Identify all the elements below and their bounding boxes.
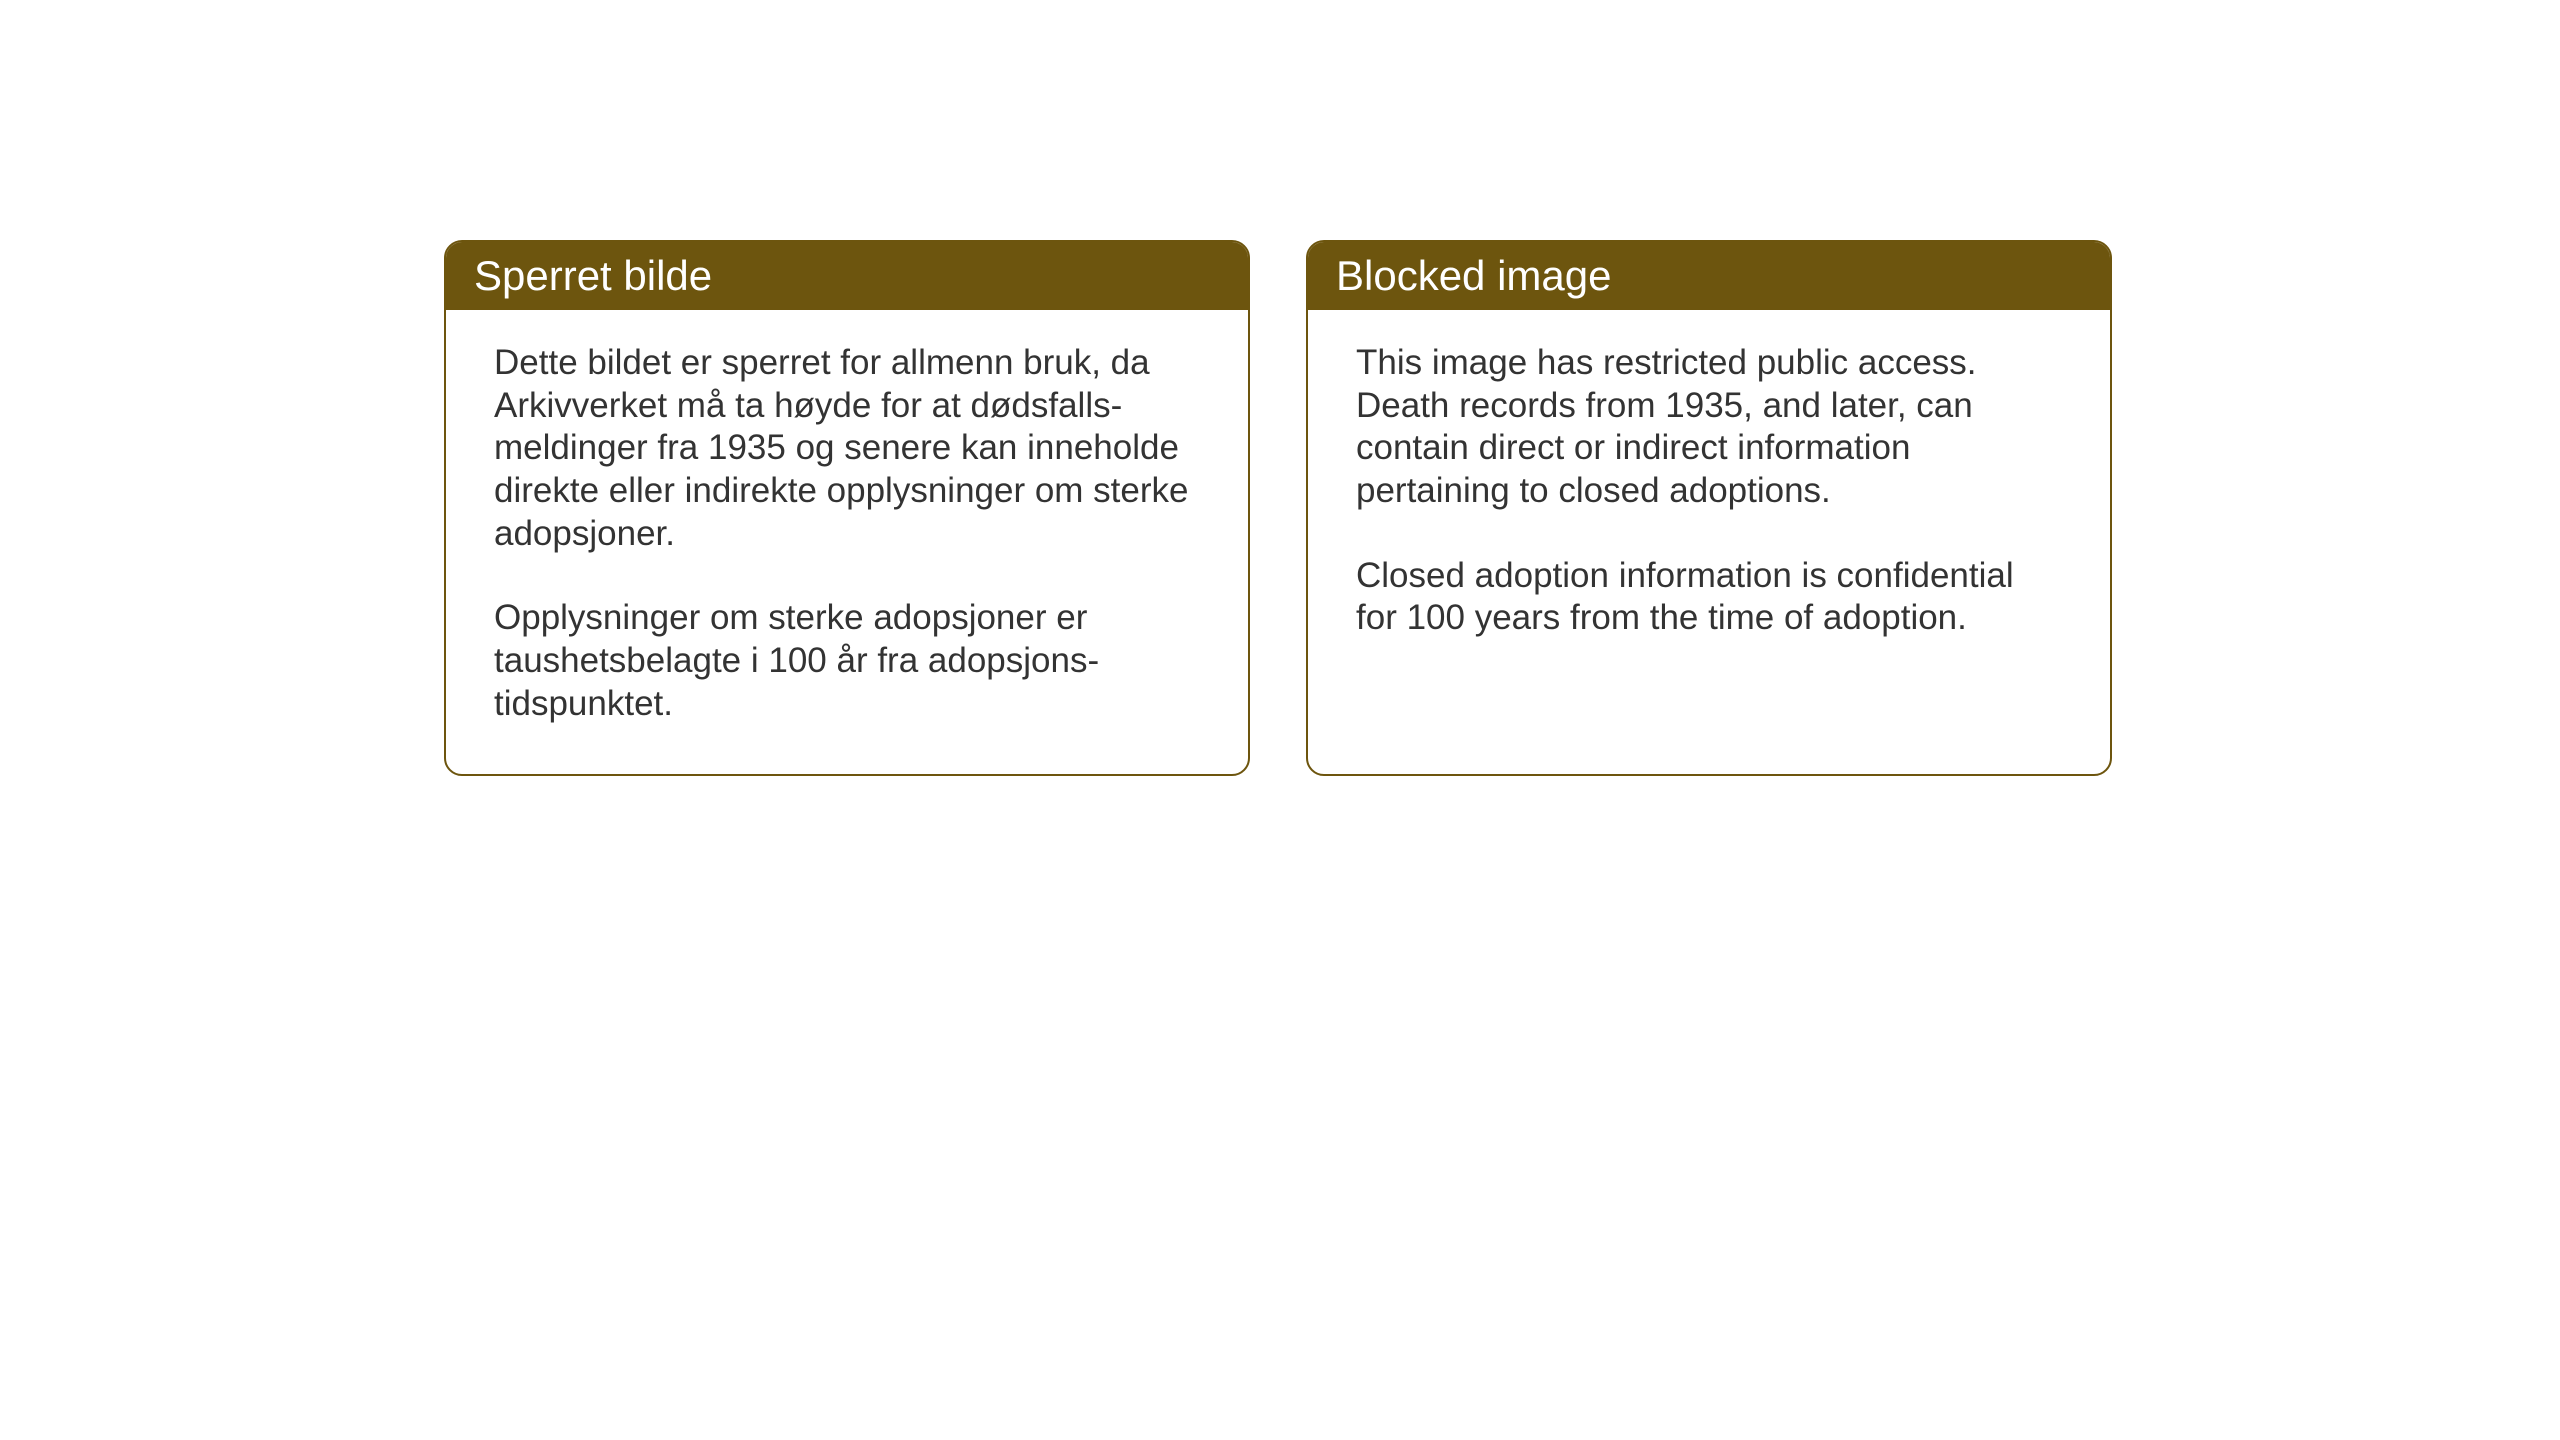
card-paragraph: Opplysninger om sterke adopsjoner er tau…: [494, 597, 1200, 725]
card-header-english: Blocked image: [1308, 242, 2110, 310]
card-paragraph: This image has restricted public access.…: [1356, 342, 2062, 513]
card-header-norwegian: Sperret bilde: [446, 242, 1248, 310]
card-paragraph: Dette bildet er sperret for allmenn bruk…: [494, 342, 1200, 555]
notice-container: Sperret bilde Dette bildet er sperret fo…: [444, 240, 2112, 776]
notice-card-english: Blocked image This image has restricted …: [1306, 240, 2112, 776]
card-paragraph: Closed adoption information is confident…: [1356, 555, 2062, 640]
card-title-norwegian: Sperret bilde: [474, 252, 712, 299]
card-title-english: Blocked image: [1336, 252, 1611, 299]
card-body-english: This image has restricted public access.…: [1308, 310, 2110, 688]
notice-card-norwegian: Sperret bilde Dette bildet er sperret fo…: [444, 240, 1250, 776]
card-body-norwegian: Dette bildet er sperret for allmenn bruk…: [446, 310, 1248, 774]
